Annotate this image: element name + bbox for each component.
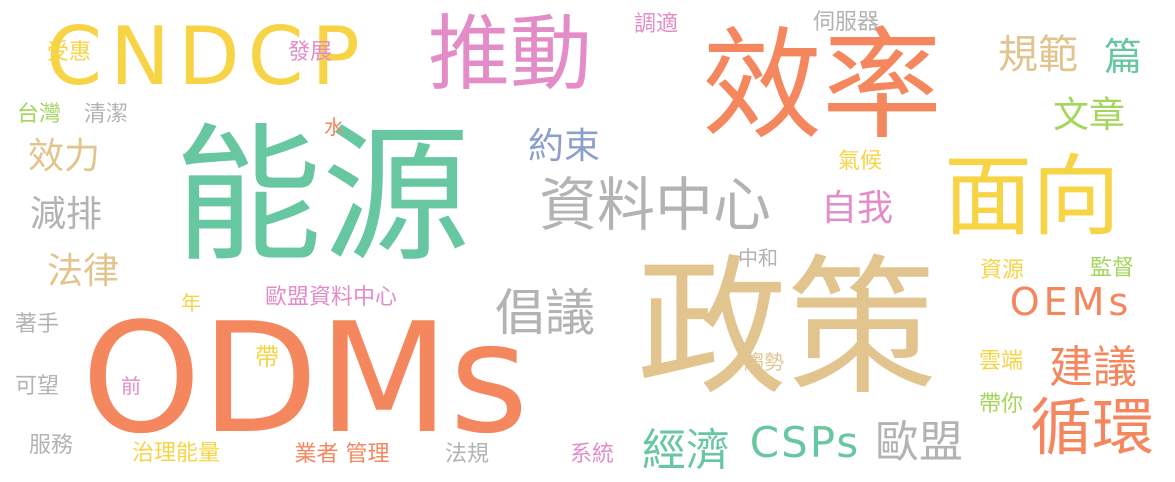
word-jianpai: 減排: [29, 194, 103, 235]
word-jingji: 經濟: [642, 425, 730, 476]
word-keyuan: 可望: [14, 374, 60, 399]
word-tuidong: 推動: [427, 7, 593, 102]
word-nengyuan: 能源: [174, 110, 470, 282]
word-ziliaozhongxin: 資料中心: [538, 171, 772, 239]
word-yunduan: 雲端: [978, 349, 1024, 374]
word-zhilinengliang: 治理能量: [131, 441, 221, 466]
word-cndcp: CNDCP: [46, 10, 368, 103]
word-jiandu: 監督: [1089, 256, 1135, 281]
word-xunhuan: 循環: [1029, 391, 1155, 464]
word-zhushou: 著手: [14, 312, 60, 337]
word-yueshu: 約束: [527, 126, 601, 167]
word-sifuqi: 伺服器: [812, 10, 880, 35]
word-mianxiang: 面向: [943, 145, 1121, 248]
word-taiwan: 台灣: [16, 102, 62, 127]
word-fagui: 法規: [444, 442, 490, 467]
word-daini: 帶你: [978, 392, 1024, 417]
word-fuwu: 服務: [28, 433, 74, 458]
word-ziwo: 自我: [820, 188, 894, 229]
word-oems: OEMs: [1009, 280, 1133, 324]
word-xiaolu: 效率: [702, 17, 942, 156]
word-qushi: 趨勢: [744, 350, 784, 374]
word-wenzhang: 文章: [1052, 95, 1126, 136]
word-fazhan: 發展: [287, 40, 333, 65]
word-qihou: 氣候: [837, 149, 883, 174]
word-guifan: 規範: [998, 32, 1078, 78]
word-xiaoli: 效力: [27, 136, 101, 177]
word-dai: 帶: [255, 343, 279, 371]
word-nian: 年: [181, 291, 201, 315]
word-qingjie: 清潔: [83, 102, 129, 127]
word-ziyuan: 資源: [979, 258, 1025, 283]
word-shui: 水: [324, 115, 344, 139]
word-xitong: 系統: [569, 442, 615, 467]
word-oumeng: 歐盟: [875, 417, 963, 468]
word-shouhui: 受惠: [46, 40, 92, 65]
word-changyi: 倡議: [495, 284, 595, 342]
word-tiaoshi: 調適: [633, 12, 679, 37]
word-jianyi: 建議: [1049, 342, 1137, 393]
word-oumengzlzx: 歐盟資料中心: [264, 285, 398, 310]
word-qian: 前: [121, 374, 141, 398]
word-falv: 法律: [46, 251, 120, 292]
word-pian: 篇: [1103, 35, 1143, 79]
word-zhonghe: 中和: [738, 246, 778, 270]
word-csps: CSPs: [749, 418, 861, 467]
word-zhengce: 政策: [636, 242, 938, 416]
word-yezheguanli: 業者 管理: [294, 442, 390, 467]
word-odms: ODMs: [81, 290, 529, 467]
